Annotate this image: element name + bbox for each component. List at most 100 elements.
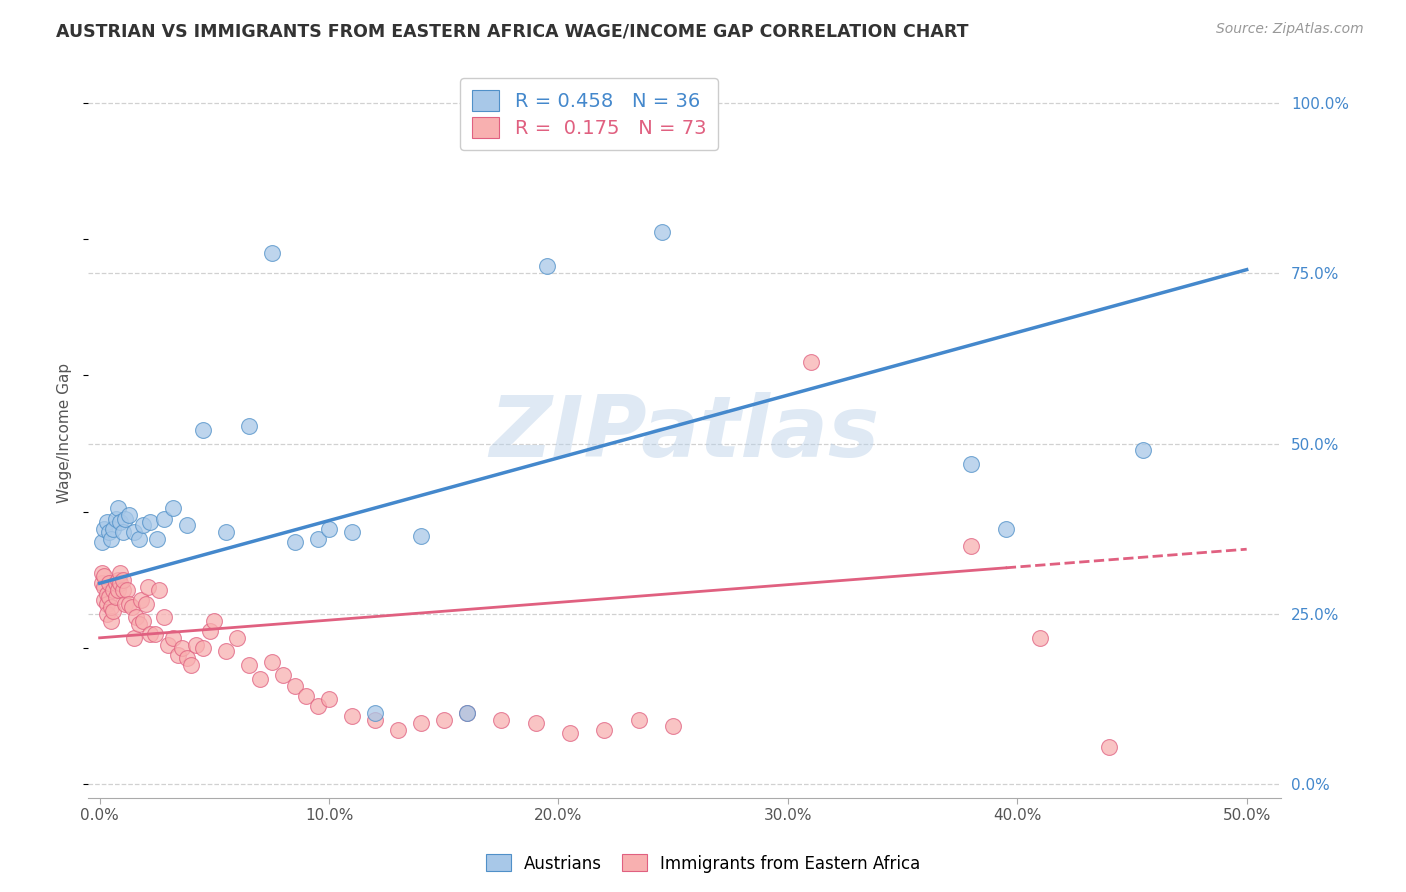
Point bbox=[364, 713, 387, 727]
Point bbox=[107, 501, 129, 516]
Point bbox=[489, 713, 512, 727]
Point bbox=[96, 597, 118, 611]
Point bbox=[176, 651, 198, 665]
Point bbox=[132, 614, 155, 628]
Point bbox=[139, 627, 162, 641]
Point bbox=[121, 600, 143, 615]
Point bbox=[191, 641, 214, 656]
Point bbox=[96, 515, 118, 529]
Point bbox=[122, 631, 145, 645]
Point bbox=[238, 419, 260, 434]
Point bbox=[93, 593, 115, 607]
Point bbox=[111, 583, 134, 598]
Point bbox=[139, 515, 162, 529]
Point bbox=[387, 723, 409, 737]
Point bbox=[162, 501, 184, 516]
Point bbox=[97, 576, 120, 591]
Point bbox=[238, 658, 260, 673]
Point bbox=[128, 617, 150, 632]
Point bbox=[104, 590, 127, 604]
Point bbox=[166, 648, 188, 662]
Point bbox=[122, 525, 145, 540]
Point bbox=[307, 699, 329, 714]
Point bbox=[136, 580, 159, 594]
Point bbox=[103, 522, 125, 536]
Point bbox=[202, 614, 225, 628]
Point bbox=[148, 583, 170, 598]
Point bbox=[1132, 443, 1154, 458]
Point bbox=[107, 573, 129, 587]
Point bbox=[662, 719, 685, 733]
Point bbox=[176, 518, 198, 533]
Point bbox=[103, 603, 125, 617]
Point bbox=[260, 245, 283, 260]
Point bbox=[125, 610, 148, 624]
Point bbox=[318, 692, 340, 706]
Point bbox=[340, 709, 363, 723]
Point bbox=[960, 539, 983, 553]
Point bbox=[153, 511, 176, 525]
Point bbox=[307, 532, 329, 546]
Point bbox=[93, 580, 115, 594]
Point bbox=[110, 515, 132, 529]
Point bbox=[249, 672, 271, 686]
Point bbox=[96, 586, 118, 600]
Point bbox=[960, 457, 983, 471]
Point bbox=[162, 631, 184, 645]
Text: AUSTRIAN VS IMMIGRANTS FROM EASTERN AFRICA WAGE/INCOME GAP CORRELATION CHART: AUSTRIAN VS IMMIGRANTS FROM EASTERN AFRI… bbox=[56, 22, 969, 40]
Point bbox=[271, 668, 294, 682]
Point bbox=[191, 423, 214, 437]
Point bbox=[456, 706, 478, 720]
Point bbox=[100, 614, 122, 628]
Point bbox=[1029, 631, 1052, 645]
Point bbox=[146, 532, 169, 546]
Point bbox=[558, 726, 581, 740]
Point bbox=[153, 610, 176, 624]
Point bbox=[524, 716, 547, 731]
Point bbox=[157, 638, 180, 652]
Point bbox=[318, 522, 340, 536]
Point bbox=[114, 597, 136, 611]
Point bbox=[340, 525, 363, 540]
Legend: Austrians, Immigrants from Eastern Africa: Austrians, Immigrants from Eastern Afric… bbox=[479, 847, 927, 880]
Point bbox=[128, 532, 150, 546]
Point bbox=[115, 583, 138, 598]
Point bbox=[627, 713, 650, 727]
Text: Source: ZipAtlas.com: Source: ZipAtlas.com bbox=[1216, 22, 1364, 37]
Point bbox=[433, 713, 456, 727]
Point bbox=[143, 627, 166, 641]
Point bbox=[800, 354, 823, 368]
Point bbox=[226, 631, 249, 645]
Point bbox=[110, 566, 132, 580]
Point bbox=[90, 535, 112, 549]
Point bbox=[198, 624, 221, 638]
Point bbox=[364, 706, 387, 720]
Point bbox=[107, 583, 129, 598]
Point bbox=[100, 532, 122, 546]
Y-axis label: Wage/Income Gap: Wage/Income Gap bbox=[58, 363, 72, 503]
Point bbox=[114, 511, 136, 525]
Point bbox=[651, 225, 673, 239]
Point bbox=[184, 638, 207, 652]
Point bbox=[1098, 739, 1121, 754]
Point bbox=[97, 525, 120, 540]
Point bbox=[90, 566, 112, 580]
Point bbox=[172, 641, 194, 656]
Text: ZIPatlas: ZIPatlas bbox=[489, 392, 880, 475]
Point bbox=[118, 597, 141, 611]
Point bbox=[93, 522, 115, 536]
Point bbox=[295, 689, 318, 703]
Point bbox=[456, 706, 478, 720]
Point bbox=[409, 528, 432, 542]
Point bbox=[180, 658, 202, 673]
Point bbox=[100, 600, 122, 615]
Point bbox=[132, 518, 155, 533]
Point bbox=[215, 525, 238, 540]
Point bbox=[103, 583, 125, 598]
Point bbox=[284, 535, 307, 549]
Point bbox=[118, 508, 141, 522]
Point bbox=[284, 679, 307, 693]
Point bbox=[409, 716, 432, 731]
Point bbox=[104, 576, 127, 591]
Point bbox=[593, 723, 616, 737]
